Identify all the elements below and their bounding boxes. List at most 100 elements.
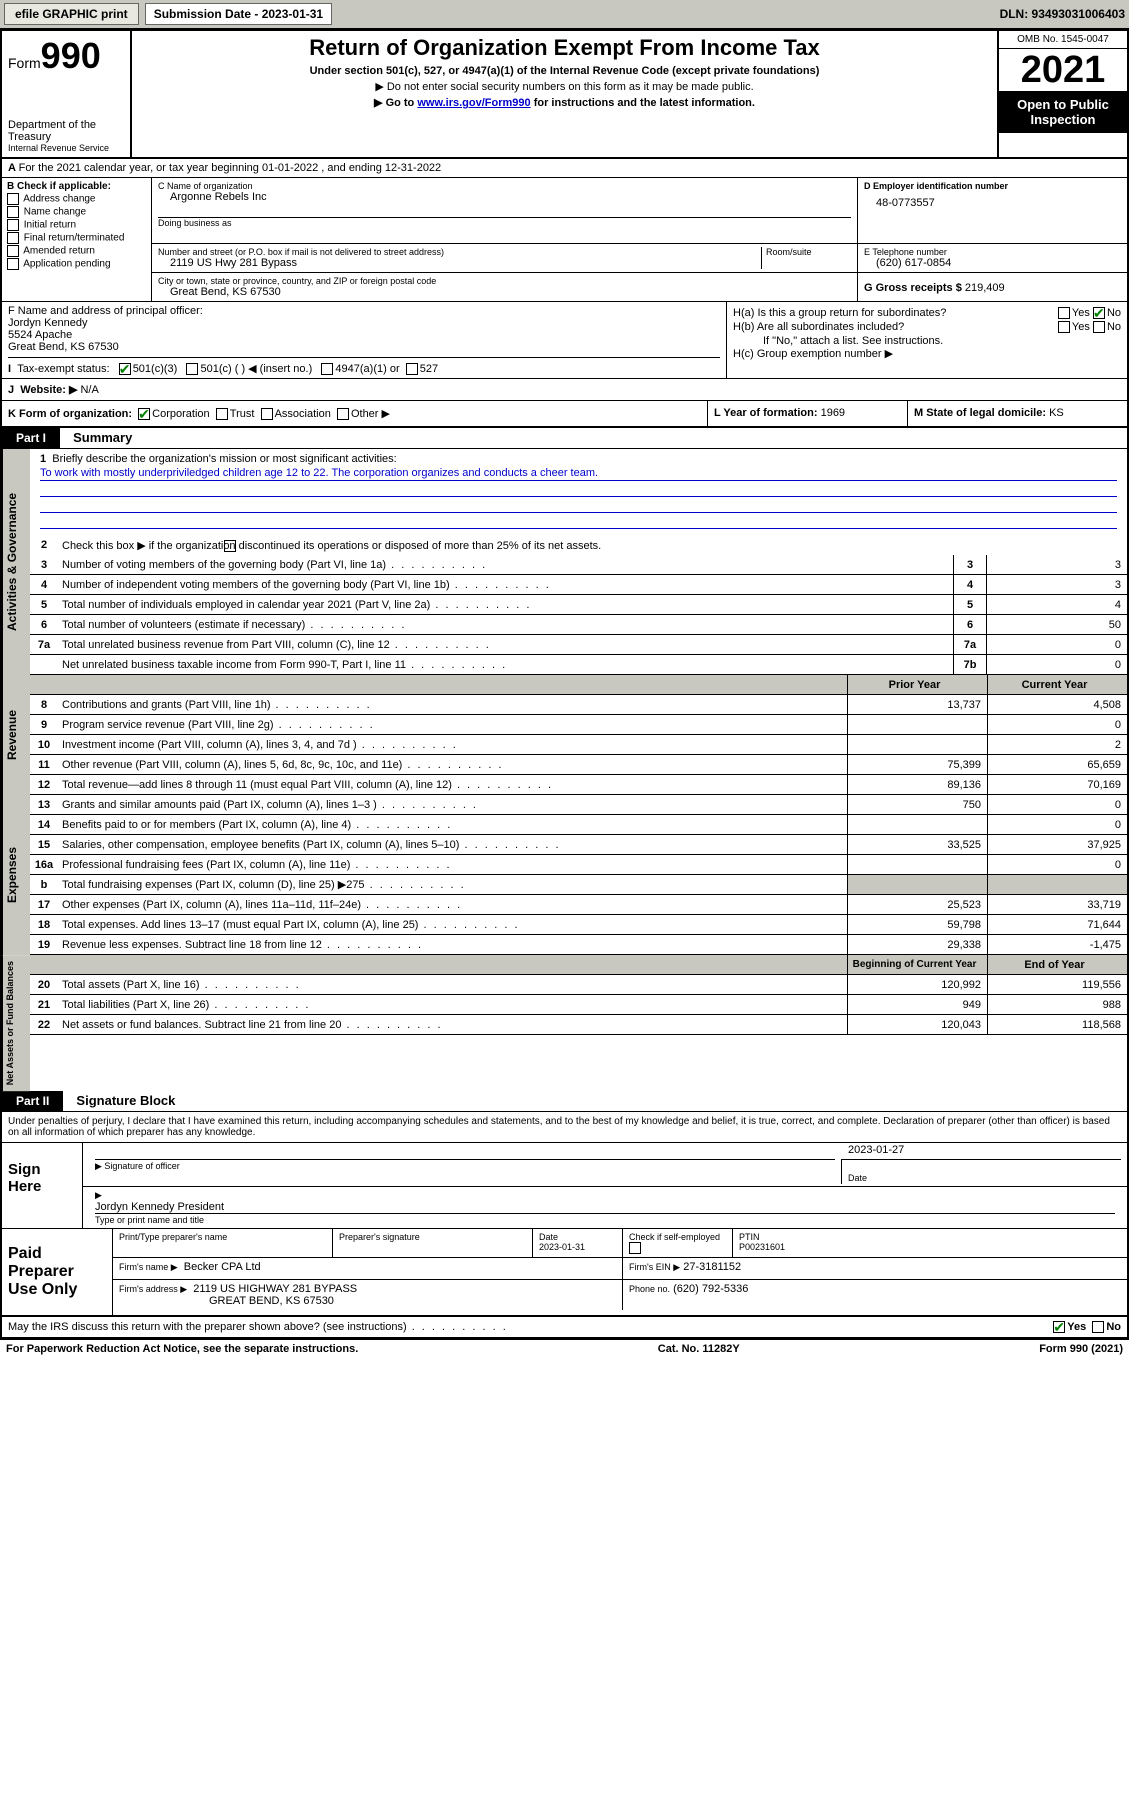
footer-row: For Paperwork Reduction Act Notice, see … xyxy=(0,1339,1129,1358)
sig-date-label: Date xyxy=(848,1173,867,1183)
irs-label: Internal Revenue Service xyxy=(8,143,124,153)
firm-name: Becker CPA Ltd xyxy=(184,1261,261,1273)
h-note: If "No," attach a list. See instructions… xyxy=(733,335,1121,347)
opt-other: Other ▶ xyxy=(351,408,390,420)
i-label: Tax-exempt status: xyxy=(17,363,109,375)
cb-other[interactable] xyxy=(337,408,349,420)
city-value: Great Bend, KS 67530 xyxy=(158,286,851,298)
phone-value: (620) 617-0854 xyxy=(864,257,1121,269)
omb-number: OMB No. 1545-0047 xyxy=(999,31,1127,49)
tab-revenue: Revenue xyxy=(2,675,30,795)
checkbox-amended-return[interactable] xyxy=(7,245,19,257)
checkbox-initial-return[interactable] xyxy=(7,219,19,231)
topbar: efile GRAPHIC print Submission Date - 20… xyxy=(0,0,1129,29)
ha-yes[interactable] xyxy=(1058,307,1070,319)
cb-self-employed[interactable] xyxy=(629,1242,641,1254)
line2-checkbox[interactable] xyxy=(224,540,236,552)
b-option: Address change xyxy=(7,193,146,205)
department-label: Department of the Treasury xyxy=(8,119,124,143)
checkbox-address-change[interactable] xyxy=(7,193,19,205)
officer-addr1: 5524 Apache xyxy=(8,329,720,341)
prep-name-label: Print/Type preparer's name xyxy=(113,1229,333,1257)
gov-line-7b: Net unrelated business taxable income fr… xyxy=(30,655,1127,675)
gross-receipts: 219,409 xyxy=(965,282,1005,294)
irs-link[interactable]: www.irs.gov/Form990 xyxy=(417,97,530,109)
hdr-current-year: Current Year xyxy=(987,675,1127,694)
line-15: 15Salaries, other compensation, employee… xyxy=(30,835,1127,855)
cb-trust[interactable] xyxy=(216,408,228,420)
prep-sig-label: Preparer's signature xyxy=(333,1229,533,1257)
l-label: L Year of formation: xyxy=(714,407,818,419)
checkbox-4947[interactable] xyxy=(321,363,333,375)
part1-header: Part I Summary xyxy=(2,428,1127,449)
sign-here-label: Sign Here xyxy=(2,1143,82,1228)
efile-print-button[interactable]: efile GRAPHIC print xyxy=(4,3,139,25)
line-21: 21Total liabilities (Part X, line 26)949… xyxy=(30,995,1127,1015)
website-value: N/A xyxy=(80,384,98,396)
cb-corp[interactable] xyxy=(138,408,150,420)
tax-year: 2021 xyxy=(999,49,1127,91)
gov-line-5: 5Total number of individuals employed in… xyxy=(30,595,1127,615)
form-990-footer: 990 xyxy=(1070,1343,1088,1355)
line-16a: 16aProfessional fundraising fees (Part I… xyxy=(30,855,1127,875)
firm-phone: (620) 792-5336 xyxy=(673,1283,748,1295)
ha-no[interactable] xyxy=(1093,307,1105,319)
checkbox-501c[interactable] xyxy=(186,363,198,375)
checkbox-527[interactable] xyxy=(406,363,418,375)
line-11: 11Other revenue (Part VIII, column (A), … xyxy=(30,755,1127,775)
mission-text: To work with mostly underpriviledged chi… xyxy=(40,467,1117,481)
submission-date: Submission Date - 2023-01-31 xyxy=(145,3,332,25)
pra-notice: For Paperwork Reduction Act Notice, see … xyxy=(6,1343,358,1355)
line-22: 22Net assets or fund balances. Subtract … xyxy=(30,1015,1127,1035)
discuss-yes[interactable] xyxy=(1053,1321,1065,1333)
b-option: Name change xyxy=(7,206,146,218)
ssn-note: ▶ Do not enter social security numbers o… xyxy=(142,80,987,93)
d-ein-label: D Employer identification number xyxy=(864,181,1121,191)
line-b: bTotal fundraising expenses (Part IX, co… xyxy=(30,875,1127,895)
name-title-label: Type or print name and title xyxy=(95,1215,204,1225)
org-name: Argonne Rebels Inc xyxy=(158,191,851,203)
checkbox-application-pending[interactable] xyxy=(7,258,19,270)
e-phone-label: E Telephone number xyxy=(864,247,1121,257)
tab-expenses: Expenses xyxy=(2,795,30,955)
checkbox-501c3[interactable] xyxy=(119,363,131,375)
opt-4947: 4947(a)(1) or xyxy=(335,363,399,375)
year-formation: 1969 xyxy=(821,407,845,419)
firm-addr-label: Firm's address ▶ xyxy=(119,1284,187,1294)
line-9: 9Program service revenue (Part VIII, lin… xyxy=(30,715,1127,735)
line2-text: Check this box ▶ if the organization dis… xyxy=(58,537,1127,554)
form-title: Return of Organization Exempt From Incom… xyxy=(142,35,987,61)
row-a-tax-year: A For the 2021 calendar year, or tax yea… xyxy=(2,159,1127,178)
sign-here-block: Sign Here Signature of officer 2023-01-2… xyxy=(2,1143,1127,1229)
checkbox-name-change[interactable] xyxy=(7,206,19,218)
tax-year-text: For the 2021 calendar year, or tax year … xyxy=(19,162,442,174)
b-option: Amended return xyxy=(7,245,146,257)
checkbox-final-return-terminated[interactable] xyxy=(7,232,19,244)
col-b-checkboxes: B Check if applicable: Address change Na… xyxy=(2,178,152,301)
cb-assoc[interactable] xyxy=(261,408,273,420)
hb-no[interactable] xyxy=(1093,321,1105,333)
b-option: Application pending xyxy=(7,258,146,270)
discuss-no[interactable] xyxy=(1092,1321,1104,1333)
mission-question: Briefly describe the organization's miss… xyxy=(52,453,396,465)
section-bcd: B Check if applicable: Address change Na… xyxy=(2,178,1127,302)
line-8: 8Contributions and grants (Part VIII, li… xyxy=(30,695,1127,715)
line-18: 18Total expenses. Add lines 13–17 (must … xyxy=(30,915,1127,935)
goto-post: for instructions and the latest informat… xyxy=(531,97,755,109)
b-option: Final return/terminated xyxy=(7,232,146,244)
street-address: 2119 US Hwy 281 Bypass xyxy=(158,257,761,269)
hdr-beginning: Beginning of Current Year xyxy=(847,955,987,974)
m-label: M State of legal domicile: xyxy=(914,407,1046,419)
hb-yes[interactable] xyxy=(1058,321,1070,333)
k-label: K Form of organization: xyxy=(8,408,132,420)
revenue-section: Revenue Prior YearCurrent Year 8Contribu… xyxy=(2,675,1127,795)
hc-label: H(c) Group exemption number ▶ xyxy=(733,347,1121,360)
hdr-end: End of Year xyxy=(987,955,1127,974)
gov-line-6: 6Total number of volunteers (estimate if… xyxy=(30,615,1127,635)
form-header: Form990 Department of the Treasury Inter… xyxy=(2,31,1127,159)
part1-badge: Part I xyxy=(2,428,60,448)
opt-corp: Corporation xyxy=(152,408,209,420)
section-klm: K Form of organization: Corporation Trus… xyxy=(2,401,1127,428)
domicile-state: KS xyxy=(1049,407,1064,419)
line-10: 10Investment income (Part VIII, column (… xyxy=(30,735,1127,755)
